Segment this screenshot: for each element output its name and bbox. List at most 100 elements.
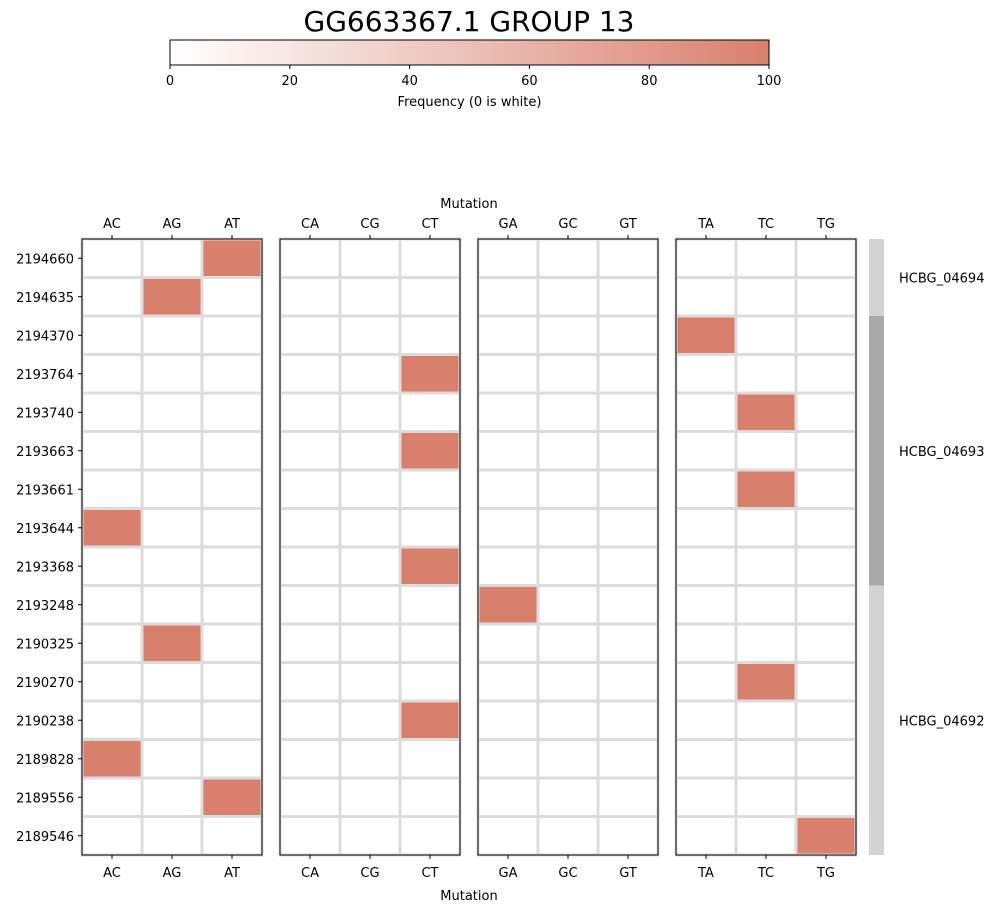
y-tick-label: 2194660 (16, 252, 74, 267)
heatmap-cell (398, 237, 462, 279)
heatmap-cell (80, 468, 144, 510)
heatmap-cell (536, 815, 600, 857)
heatmap-cell (200, 276, 264, 318)
heatmap-cell (200, 815, 264, 857)
heatmap-cell (674, 622, 738, 664)
x-tick-label-top: GC (558, 217, 577, 232)
heatmap-cell (338, 314, 402, 356)
heatmap-cell (398, 507, 462, 549)
heatmap-cell (476, 776, 540, 818)
heatmap-cell (338, 622, 402, 664)
heatmap-cell-filled (794, 815, 858, 857)
heatmap-cell (398, 276, 462, 318)
heatmap-cell (536, 391, 600, 433)
y-tick-label: 2193663 (16, 445, 74, 460)
gene-bar-segment (869, 316, 884, 586)
heatmap-cell (794, 353, 858, 395)
x-tick-label-top: TC (757, 217, 774, 232)
heatmap-cell (338, 276, 402, 318)
heatmap-cell (338, 353, 402, 395)
heatmap-cell (278, 622, 342, 664)
heatmap-cell (596, 699, 660, 741)
heatmap-cell (674, 237, 738, 279)
heatmap-cell (278, 391, 342, 433)
heatmap-cell (794, 545, 858, 587)
heatmap-cell (398, 661, 462, 703)
heatmap-cell (476, 661, 540, 703)
heatmap-cell (734, 507, 798, 549)
heatmap-cell (278, 545, 342, 587)
heatmap-cell (338, 815, 402, 857)
heatmap-cell (80, 584, 144, 626)
heatmap-cell-filled (398, 430, 462, 472)
heatmap-cell (140, 314, 204, 356)
x-tick-label-bottom: CT (421, 866, 438, 881)
heatmap-cell (536, 237, 600, 279)
heatmap-cell (140, 468, 204, 510)
heatmap-cell (338, 776, 402, 818)
heatmap-cell-filled (200, 776, 264, 818)
heatmap-cell (794, 430, 858, 472)
heatmap-cell (596, 738, 660, 780)
x-tick-label-bottom: AT (224, 866, 240, 881)
heatmap-cell (674, 353, 738, 395)
heatmap-cell (338, 738, 402, 780)
x-tick-label-top: AT (224, 217, 240, 232)
heatmap-cell (80, 661, 144, 703)
gene-label: HCBG_04692 (899, 714, 984, 729)
heatmap-cell (278, 661, 342, 703)
heatmap-cell (734, 430, 798, 472)
heatmap-cell (200, 661, 264, 703)
heatmap-cell (338, 584, 402, 626)
heatmap-cell (80, 237, 144, 279)
heatmap-cell-filled (140, 622, 204, 664)
heatmap-cell (674, 738, 738, 780)
heatmap-cell (338, 430, 402, 472)
x-tick-label-top: GT (619, 217, 637, 232)
heatmap-cell (476, 276, 540, 318)
heatmap-panel: GA GA GC GC GT GT (476, 217, 660, 881)
x-tick-label-bottom: GT (619, 866, 637, 881)
heatmap-cell (536, 276, 600, 318)
heatmap-cell (398, 622, 462, 664)
heatmap-cell (596, 776, 660, 818)
heatmap-cell (398, 584, 462, 626)
heatmap-cell (596, 661, 660, 703)
heatmap-cell (794, 391, 858, 433)
y-tick-label: 2193764 (16, 368, 74, 383)
x-tick-label-bottom: AG (163, 866, 182, 881)
y-tick-label: 2190238 (16, 714, 74, 729)
heatmap-cell (398, 468, 462, 510)
heatmap-cell (596, 622, 660, 664)
heatmap-cell (794, 699, 858, 741)
heatmap-cell-filled (398, 699, 462, 741)
heatmap-cell (140, 391, 204, 433)
x-tick-label-top: AC (103, 217, 121, 232)
heatmap-cell (794, 738, 858, 780)
heatmap-cell (734, 815, 798, 857)
heatmap-cell-filled (398, 545, 462, 587)
heatmap-cell (140, 699, 204, 741)
heatmap-panel: AC AC AG AG AT AT (80, 217, 264, 881)
heatmap-cell (536, 738, 600, 780)
heatmap-cell (476, 622, 540, 664)
heatmap-cell (674, 776, 738, 818)
heatmap-cell (794, 622, 858, 664)
heatmap-cell (278, 738, 342, 780)
heatmap-cell (536, 468, 600, 510)
heatmap-cell (80, 815, 144, 857)
heatmap-cell (398, 776, 462, 818)
heatmap-cell (794, 468, 858, 510)
heatmap-cell (80, 353, 144, 395)
colorbar-tick-label: 80 (641, 74, 658, 89)
heatmap-cell (674, 699, 738, 741)
heatmap-cell (278, 584, 342, 626)
y-tick-label: 2193368 (16, 560, 74, 575)
heatmap-cell (794, 237, 858, 279)
heatmap-cell (674, 276, 738, 318)
heatmap-cell (596, 468, 660, 510)
x-tick-label-top: CG (360, 217, 379, 232)
heatmap-cell (674, 507, 738, 549)
heatmap-cell (536, 584, 600, 626)
y-tick-label: 2193661 (16, 483, 74, 498)
